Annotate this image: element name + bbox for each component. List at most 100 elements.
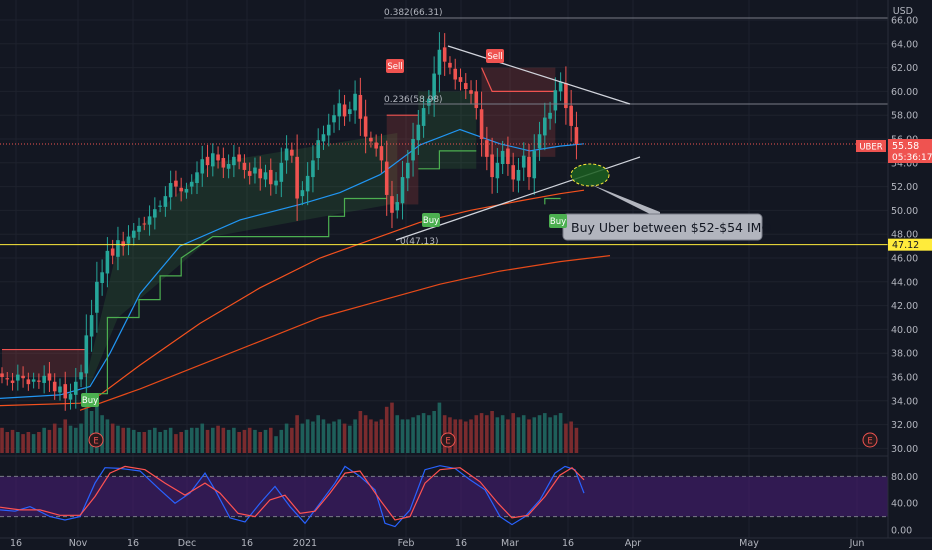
volume-bar: [189, 427, 194, 453]
symbol-tag: [856, 140, 886, 152]
volume-bar: [131, 429, 136, 453]
candle-body: [205, 156, 210, 166]
candle-body: [495, 162, 500, 179]
volume-bar: [411, 417, 415, 453]
signal-badge: [386, 59, 404, 73]
last-price-value: 55.58: [892, 141, 919, 152]
candle-body: [442, 47, 447, 62]
candle-body: [63, 384, 68, 399]
volume-bar: [211, 427, 215, 453]
time-tick-label: 2021: [293, 538, 317, 549]
volume-bar: [543, 413, 547, 453]
candle-body: [284, 148, 289, 161]
volume-bar: [47, 429, 52, 453]
volume-bar: [52, 423, 57, 453]
candle-body: [490, 154, 494, 178]
candle-body: [105, 250, 110, 274]
currency-label: USD: [893, 6, 913, 17]
earnings-marker: [440, 432, 456, 448]
volume-bar: [363, 415, 368, 453]
candle-body: [216, 154, 220, 161]
volume-bar: [337, 419, 342, 453]
candle-body: [543, 117, 547, 136]
volume-bar: [290, 427, 294, 453]
signal-label: Sell: [487, 52, 502, 62]
candle-body: [263, 172, 268, 180]
oscillator-panel: [0, 455, 888, 528]
candle-body: [68, 393, 73, 400]
signal-label: Buy: [423, 216, 439, 226]
volume-bar: [58, 427, 62, 453]
candle-body: [179, 187, 183, 192]
price-tick-label: 38.00: [891, 349, 918, 360]
supertrend-down-line: [481, 67, 556, 93]
candle-body: [332, 115, 336, 123]
time-tick-label: 16: [241, 538, 253, 549]
volume-bar: [511, 413, 515, 453]
volume-bar: [100, 415, 104, 453]
earnings-label: E: [445, 437, 450, 447]
volume-bar: [490, 411, 494, 453]
volume-bar: [342, 423, 347, 453]
countdown-value: 05:36:17: [892, 153, 932, 163]
volume-bar: [16, 432, 20, 453]
candle-body: [147, 216, 152, 225]
candle-body: [247, 171, 252, 176]
volume-bar: [427, 415, 431, 453]
price-tick-label: 58.00: [891, 111, 918, 122]
volume-bar: [453, 419, 458, 453]
volume-bar: [458, 419, 463, 453]
price-tick-label: 52.00: [891, 182, 918, 193]
volume-bar: [569, 421, 573, 453]
candle-body: [110, 248, 115, 256]
earnings-label: E: [867, 437, 872, 447]
candle-body: [479, 109, 484, 139]
volume-bar: [237, 432, 241, 453]
volume-bar: [506, 419, 510, 453]
volume-bar: [121, 427, 126, 453]
volume-bar: [326, 423, 331, 453]
volume-bar: [305, 419, 310, 453]
last-price-tag: [888, 139, 932, 163]
candle-body: [553, 90, 558, 111]
volume-bar: [105, 419, 110, 453]
candle-body: [290, 149, 294, 156]
volume-bar: [558, 413, 563, 453]
candle-body: [274, 180, 278, 186]
candle-body: [137, 225, 141, 232]
candle-body: [226, 163, 231, 169]
volume-bar: [390, 402, 394, 453]
candle-body: [189, 181, 194, 187]
supertrend-up-line: [544, 197, 561, 205]
volume-bar: [532, 417, 537, 453]
candle-body: [326, 124, 331, 136]
volume-bar: [195, 427, 199, 453]
volume-bar: [153, 427, 157, 453]
candle-body: [463, 83, 468, 90]
time-tick-label: May: [739, 538, 759, 549]
candle-body: [369, 137, 373, 142]
volume-bar: [321, 419, 326, 453]
candle-body: [437, 49, 442, 75]
volume-bar: [184, 429, 189, 453]
candle-body: [337, 103, 342, 117]
candle-body: [405, 162, 410, 179]
candle-body: [511, 165, 515, 180]
earnings-marker: [862, 432, 878, 448]
volume-bar: [116, 425, 120, 453]
candle-body: [532, 150, 537, 179]
candle-body: [131, 230, 136, 238]
stoch-k-line: [0, 465, 585, 528]
volume-bar: [174, 434, 178, 453]
resistance-trendline: [447, 45, 631, 105]
candle-body: [95, 281, 99, 313]
price-tick-label: 48.00: [891, 230, 918, 241]
signal-label: Sell: [387, 62, 402, 72]
candle-body: [253, 167, 257, 174]
candle-body: [506, 148, 510, 164]
candle-body: [300, 190, 305, 197]
candle-body: [527, 156, 531, 178]
volume-bar: [474, 415, 479, 453]
volume-bar: [564, 423, 568, 453]
